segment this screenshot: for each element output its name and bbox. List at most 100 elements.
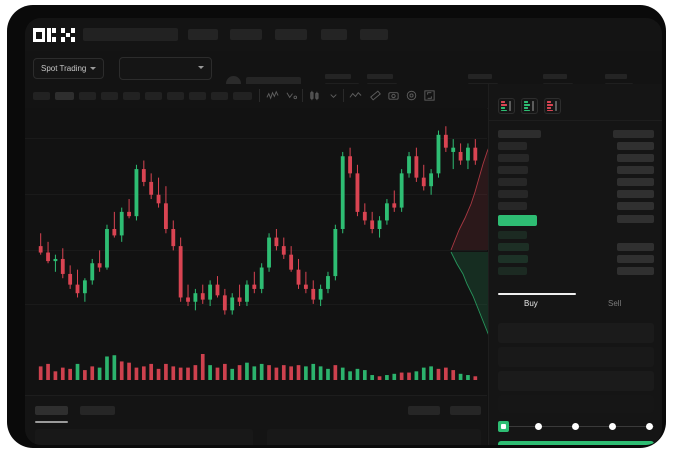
chart-gridline	[25, 138, 487, 139]
bottom-content-card-left	[35, 429, 253, 445]
interval-button-4[interactable]	[101, 92, 118, 100]
trading-mode-label: Spot Trading	[41, 64, 87, 73]
global-search-input[interactable]	[83, 28, 178, 41]
toolbar-divider	[343, 89, 344, 102]
interval-button-6[interactable]	[145, 92, 162, 100]
interval-button-3[interactable]	[79, 92, 96, 100]
orderbook-row-value	[617, 255, 654, 263]
orderbook-row[interactable]	[498, 178, 527, 186]
interval-button-10[interactable]	[233, 92, 252, 100]
camera-icon[interactable]	[387, 89, 400, 102]
alert-icon[interactable]	[286, 89, 299, 102]
orderbook-view-both-icon[interactable]	[498, 98, 515, 114]
orderbook-row[interactable]	[498, 142, 527, 150]
interval-button-9[interactable]	[211, 92, 228, 100]
settings-icon[interactable]	[405, 89, 418, 102]
nav-item-5[interactable]	[360, 29, 388, 40]
bottom-tab-active-underline	[35, 421, 68, 423]
bottom-tab-2[interactable]	[80, 406, 115, 415]
toolbar-divider	[302, 89, 303, 102]
interval-button-2[interactable]	[55, 92, 74, 100]
orderbook-row[interactable]	[498, 255, 528, 263]
fullscreen-icon[interactable]	[423, 89, 436, 102]
orderbook-row[interactable]	[498, 166, 528, 174]
orderbook-row-value	[617, 267, 654, 275]
price-chart[interactable]	[25, 108, 487, 395]
orderbook-row[interactable]	[498, 231, 527, 239]
orderbook-row-value	[617, 190, 654, 198]
nav-item-1[interactable]	[188, 29, 218, 40]
ticker-stat-label	[367, 74, 393, 79]
total-field[interactable]	[498, 371, 654, 391]
amount-percent-slider[interactable]	[498, 421, 654, 433]
orderbook-view-bids-icon[interactable]	[521, 98, 538, 114]
slider-step-5[interactable]	[646, 423, 653, 430]
interval-button-7[interactable]	[167, 92, 184, 100]
nav-item-2[interactable]	[230, 29, 262, 40]
price-field[interactable]	[498, 323, 654, 343]
top-navigation-bar	[25, 18, 662, 51]
chart-gridline	[25, 304, 487, 305]
bottom-action-1[interactable]	[408, 406, 440, 415]
interval-button-5[interactable]	[123, 92, 140, 100]
bottom-panel	[25, 395, 487, 445]
volume-series	[38, 354, 478, 380]
device-bezel: Spot Trading	[7, 5, 666, 448]
tab-buy[interactable]: Buy	[524, 299, 538, 308]
chart-gridline	[25, 250, 487, 251]
indicator-icon[interactable]	[266, 89, 279, 102]
line-chart-icon[interactable]	[349, 89, 362, 102]
trading-mode-selector[interactable]: Spot Trading	[33, 58, 105, 79]
bottom-tab-1[interactable]	[35, 406, 68, 415]
chevron-down-icon	[198, 66, 204, 69]
orderbook-view-asks-icon[interactable]	[544, 98, 561, 114]
orderbook-header-right	[613, 130, 654, 138]
tab-sell[interactable]: Sell	[608, 299, 622, 308]
orderbook-row[interactable]	[498, 154, 529, 162]
bottom-action-2[interactable]	[450, 406, 481, 415]
orderbook-row[interactable]	[498, 267, 527, 275]
slider-step-2[interactable]	[535, 423, 542, 430]
orderbook-spread-highlight[interactable]	[498, 215, 537, 226]
amount-field[interactable]	[498, 347, 654, 367]
orderbook-view-toggles	[498, 98, 561, 114]
pair-selector[interactable]	[119, 57, 212, 80]
orderbook-divider	[489, 120, 662, 121]
ruler-icon[interactable]	[369, 89, 382, 102]
submit-buy-button[interactable]	[498, 441, 654, 445]
slider-step-3[interactable]	[572, 423, 579, 430]
order-form-tabs: Buy Sell	[498, 293, 654, 317]
ticker-stat-label	[605, 74, 627, 79]
orderbook-row[interactable]	[498, 202, 527, 210]
volume-subchart	[25, 348, 487, 393]
order-summary-row	[498, 395, 654, 413]
chevron-down-icon	[90, 67, 97, 70]
interval-button-1[interactable]	[33, 92, 50, 100]
orderbook-row-value	[617, 154, 654, 162]
orderbook-row-value	[617, 142, 654, 150]
slider-track	[504, 426, 654, 427]
okx-logo[interactable]	[33, 28, 75, 42]
nav-item-3[interactable]	[275, 29, 307, 40]
slider-step-4[interactable]	[609, 423, 616, 430]
orderbook-header-left	[498, 130, 541, 138]
candle-type-icon[interactable]	[308, 89, 321, 102]
ticker-stat-label	[468, 74, 492, 79]
orderbook-panel: Buy Sell	[488, 84, 662, 445]
interval-button-8[interactable]	[189, 92, 206, 100]
device-screen: Spot Trading	[25, 18, 662, 445]
orderbook-row-value	[617, 166, 654, 174]
nav-item-4[interactable]	[321, 29, 347, 40]
orderbook-row-value	[617, 243, 654, 251]
candlestick-series	[38, 126, 478, 315]
chart-gridline	[25, 194, 487, 195]
orderbook-row-value	[617, 202, 654, 210]
tab-buy-underline	[498, 293, 576, 295]
chevron-down-icon[interactable]	[327, 89, 340, 102]
orderbook-row-value	[617, 178, 654, 186]
orderbook-row[interactable]	[498, 243, 529, 251]
orderbook-row[interactable]	[498, 190, 528, 198]
slider-handle[interactable]	[498, 421, 509, 432]
toolbar-divider	[259, 89, 260, 102]
